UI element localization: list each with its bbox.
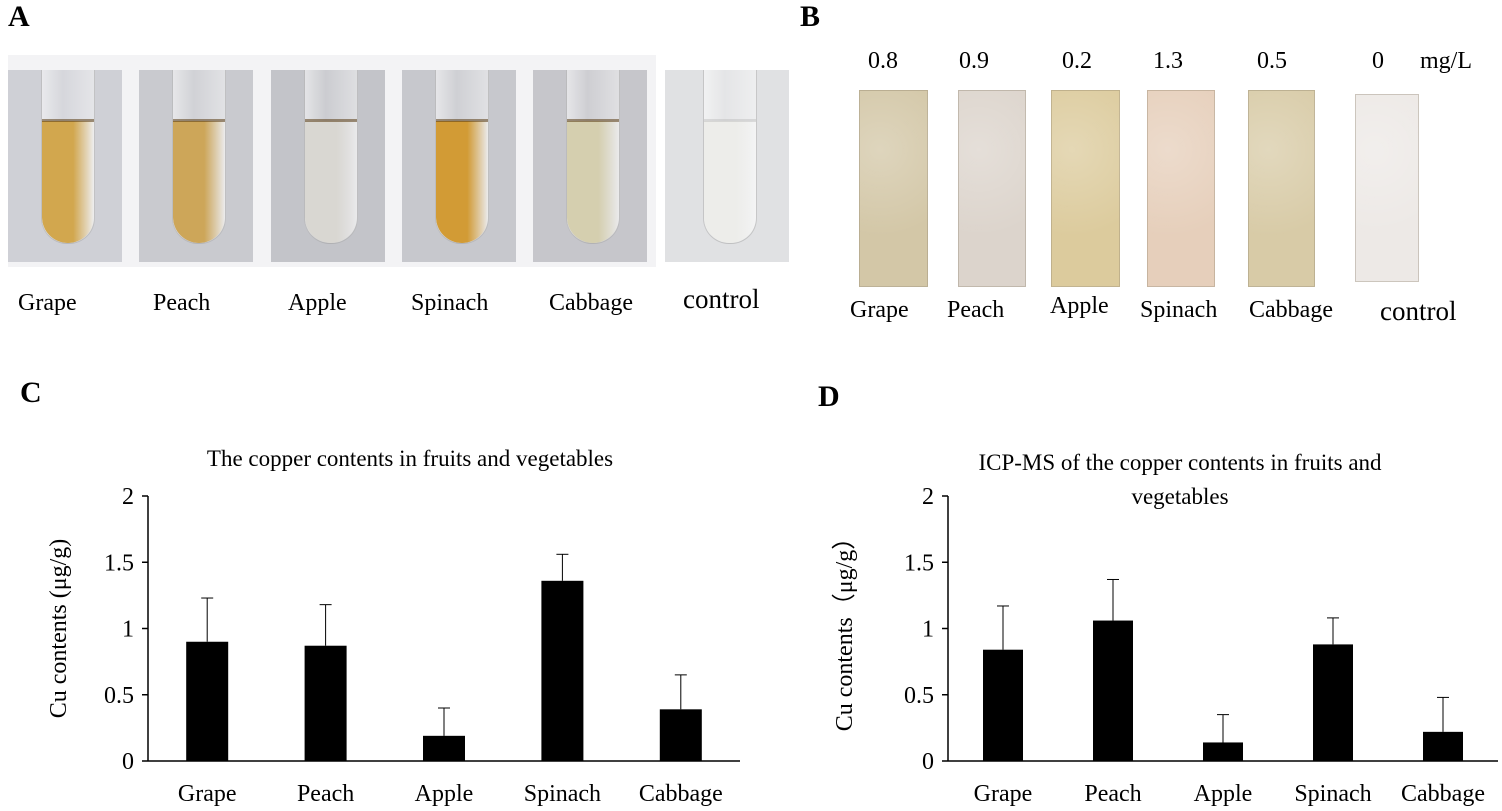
chart-c-title: The copper contents in fruits and vegeta… [120,446,700,472]
chart-c-x-tick-label-grape: Grape [178,781,237,807]
tube-label-peach: Peach [153,290,211,316]
strip-label-peach: Peach [947,297,1005,323]
test-strip-apple [1051,90,1120,287]
tube-cabbage [533,70,647,262]
chart-c-x-tick-label-peach: Peach [297,781,354,807]
chart-d-title: ICP-MS of the copper contents in fruits … [880,446,1480,514]
strip-unit: mg/L [1420,48,1472,74]
chart-d-bar-spinach [1313,644,1353,761]
chart-d-x-tick-label-grape: Grape [974,781,1033,807]
tube-label-cabbage: Cabbage [549,290,633,316]
tube-control [665,70,789,262]
tube-label-control: control [683,284,760,314]
chart-c-y-tick-label-3: 1.5 [104,550,134,576]
chart-d-bar-cabbage [1423,731,1463,761]
chart-d-y-tick-label-2: 1 [922,617,934,643]
test-strip-grape [859,90,928,287]
panel-letter-c: C [20,376,42,409]
strip-value-apple: 0.2 [1062,48,1092,74]
chart-d-y-tick-label-4: 2 [922,484,934,510]
strip-value-control: 0 [1372,48,1384,74]
chart-d-bar-chart: 0 0.5 1 1.5 2 Cu contents（μg/g） Grape Peach Appl… [832,484,1498,807]
chart-c-x-tick-label-spinach: Spinach [524,781,601,807]
chart-c-y-tick-label-2: 1 [122,617,134,643]
strip-label-apple: Apple [1050,293,1109,319]
panel-letter-b: B [800,0,821,33]
chart-d-y-tick-label-1: 0.5 [904,683,934,709]
tube-apple [271,70,385,262]
strip-label-spinach: Spinach [1140,297,1218,323]
chart-d-y-tick-label-0: 0 [922,749,934,775]
chart-d-bar-peach [1093,620,1133,761]
chart-c-y-axis-label: Cu contents (μg/g) [46,539,72,719]
strip-value-spinach: 1.3 [1153,48,1183,74]
chart-c-y-tick-label-0: 0 [122,749,134,775]
test-strip-peach [958,90,1026,287]
chart-d-bar-apple [1203,742,1243,761]
test-strip-cabbage [1248,90,1315,287]
chart-d-y-axis-label: Cu contents（μg/g） [832,526,858,732]
chart-c-bar-apple [423,735,465,761]
chart-c-bar-peach [304,645,347,761]
chart-d-x-tick-label-cabbage: Cabbage [1401,781,1485,807]
chart-c-bar-spinach [541,580,584,761]
chart-d-bar-grape [983,649,1023,761]
chart-c-bar-grape [186,641,229,761]
chart-d-x-tick-label-spinach: Spinach [1294,781,1371,807]
chart-d-title-line-1: ICP-MS of the copper contents in fruits … [978,450,1382,475]
chart-c-y-tick-label-4: 2 [122,484,134,510]
strip-value-peach: 0.9 [959,48,989,74]
chart-d-y-tick-label-3: 1.5 [904,550,934,576]
panel-letter-a: A [8,0,30,33]
chart-d-x-tick-label-apple: Apple [1194,781,1253,807]
tube-label-grape: Grape [18,290,77,316]
tube-grape [8,70,122,262]
test-strip-control [1355,94,1419,282]
panel-letter-d: D [818,380,840,413]
strip-label-cabbage: Cabbage [1249,297,1333,323]
chart-c-title-line: The copper contents in fruits and vegeta… [206,446,614,471]
tube-spinach [402,70,516,262]
chart-d-x-tick-label-peach: Peach [1084,781,1141,807]
strip-label-control: control [1380,296,1457,326]
strip-label-grape: Grape [850,297,909,323]
chart-c-y-tick-label-1: 0.5 [104,683,134,709]
chart-c-x-tick-label-cabbage: Cabbage [639,781,723,807]
chart-c-x-tick-label-apple: Apple [415,781,474,807]
chart-d-title-line-2: vegetables [1131,484,1229,509]
strip-value-grape: 0.8 [868,48,898,74]
test-strip-spinach [1147,90,1215,287]
tube-label-spinach: Spinach [411,290,489,316]
strip-value-cabbage: 0.5 [1257,48,1287,74]
chart-c-bar-chart: 0 0.5 1 1.5 2 Cu contents (μg/g) Grape Peach App… [46,484,740,807]
tube-peach [139,70,253,262]
tube-label-apple: Apple [288,290,347,316]
chart-c-bar-cabbage [659,709,702,761]
